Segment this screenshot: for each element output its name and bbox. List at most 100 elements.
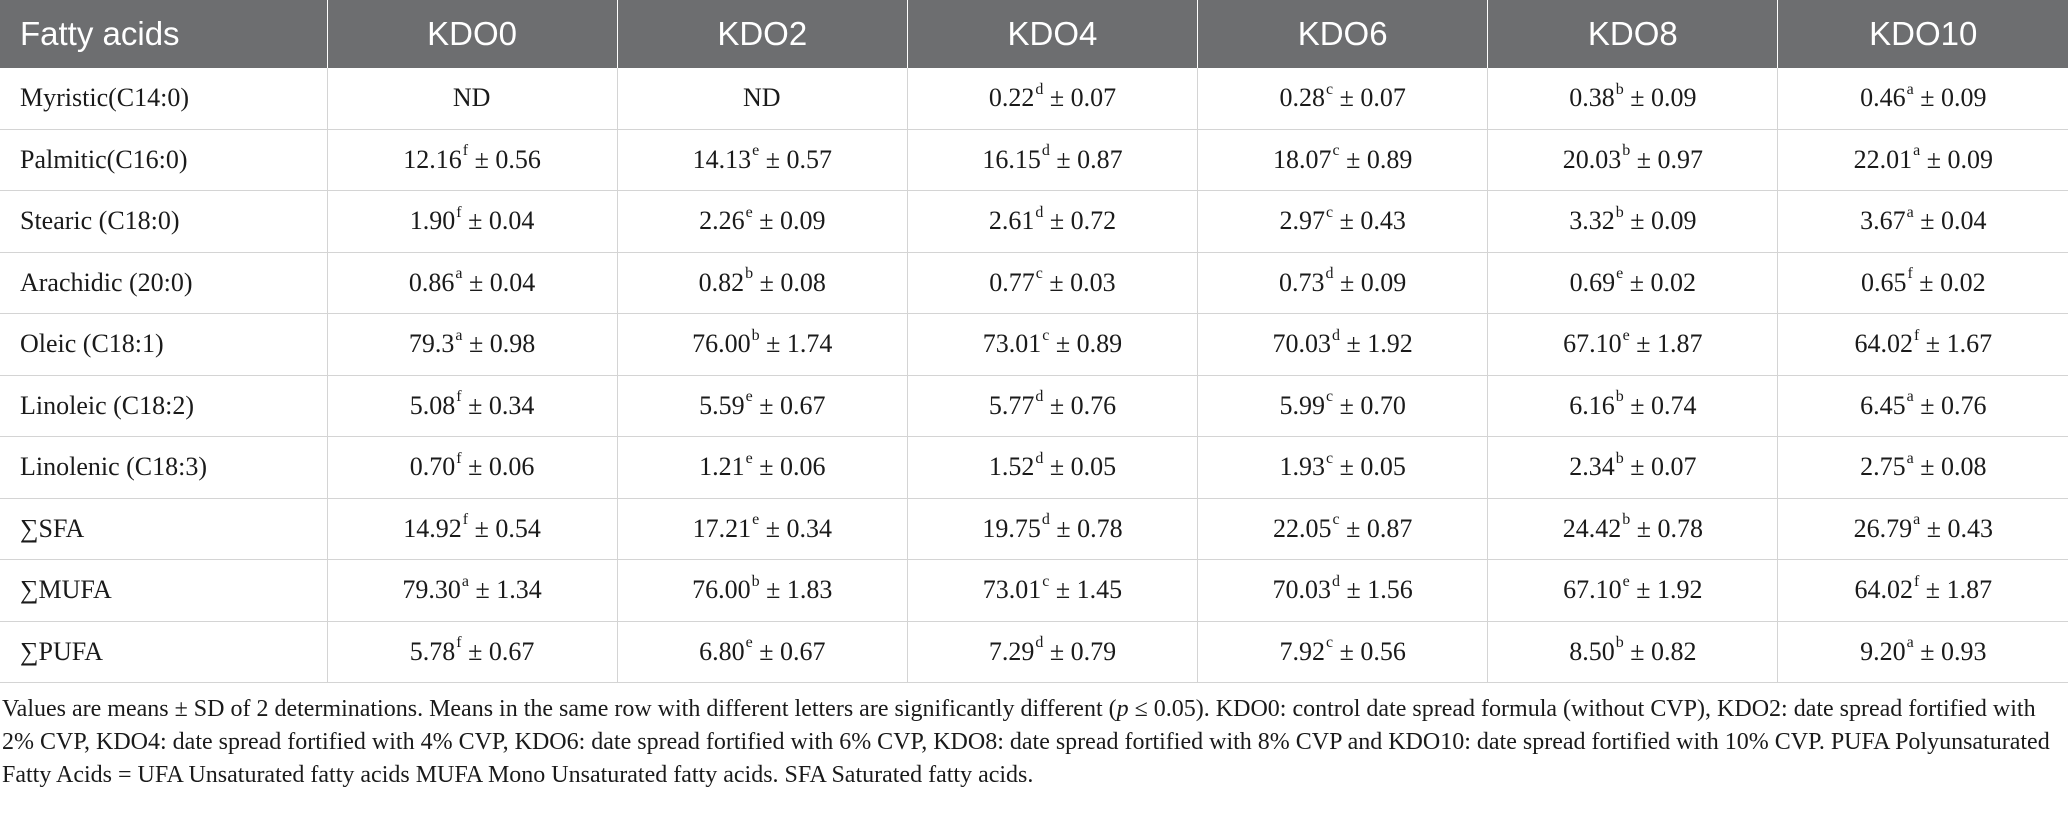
cell-significance-letter: b — [751, 326, 760, 344]
cell-mean: 0.28 — [1279, 83, 1325, 113]
cell-sd: ± 1.56 — [1340, 575, 1413, 605]
table-cell: 1.21e ± 0.06 — [616, 436, 908, 499]
cell-significance-letter: a — [1906, 634, 1914, 652]
cell-significance-letter: c — [1325, 203, 1334, 221]
table-row: Myristic(C14:0) ND ND 0.22d ± 0.07 0.28c ± 0… — [0, 68, 2068, 130]
cell-significance-letter: c — [1325, 634, 1334, 652]
table-cell: 5.59e ± 0.67 — [616, 375, 908, 437]
table-cell: 64.02f ± 1.87 — [1777, 559, 2068, 622]
cell-mean: 5.59 — [699, 390, 745, 420]
cell-significance-letter: f — [1907, 265, 1913, 283]
cell-mean: 76.00 — [692, 329, 751, 359]
cell-mean: 79.3 — [408, 329, 455, 359]
table-cell: 19.75d ± 0.78 — [906, 498, 1198, 560]
cell-significance-letter: a — [1913, 511, 1921, 529]
cell-significance-letter: a — [1906, 203, 1914, 221]
table-cell: 0.38b ± 0.09 — [1487, 68, 1778, 130]
cell-sd: ± 0.57 — [759, 144, 832, 174]
cell-mean: 5.08 — [409, 390, 456, 420]
row-label: ∑PUFA — [0, 621, 327, 683]
cell-significance-letter: e — [1616, 265, 1624, 283]
table-cell: 64.02f ± 1.67 — [1777, 313, 2068, 376]
cell-significance-letter: d — [1035, 634, 1044, 652]
cell-mean: 73.01 — [982, 575, 1042, 605]
cell-sd: ± 0.43 — [1920, 513, 1993, 543]
cell-significance-letter: c — [1325, 388, 1334, 406]
cell-sd: ± 1.67 — [1919, 329, 1993, 359]
cell-mean: 6.16 — [1569, 390, 1615, 420]
cell-significance-letter: c — [1042, 572, 1050, 590]
cell-significance-letter: e — [745, 388, 753, 406]
cell-mean: 8.50 — [1569, 636, 1615, 666]
header-kdo4: KDO4 — [906, 0, 1198, 68]
table-cell: 67.10e ± 1.87 — [1487, 313, 1778, 376]
footnote-part1: Values are means ± SD of 2 determination… — [2, 696, 1117, 722]
row-label: ∑MUFA — [0, 559, 327, 622]
cell-sd: ± 1.74 — [759, 329, 833, 359]
cell-significance-letter: c — [1332, 142, 1340, 160]
table-cell: 0.69e ± 0.02 — [1487, 252, 1778, 314]
cell-sd: ± 0.43 — [1333, 206, 1406, 236]
table-cell: 16.15d ± 0.87 — [906, 129, 1198, 191]
table-cell: 14.92f ± 0.54 — [326, 498, 618, 560]
row-label: Myristic(C14:0) — [0, 68, 327, 130]
cell-mean: 18.07 — [1272, 144, 1332, 174]
cell-significance-letter: b — [1615, 449, 1624, 467]
cell-mean: 1.90 — [409, 206, 456, 236]
cell-sd: ± 0.78 — [1049, 513, 1123, 543]
cell-mean: 0.38 — [1569, 83, 1615, 113]
table-cell: 0.28c ± 0.07 — [1197, 68, 1488, 130]
cell-sd: ± 0.78 — [1630, 513, 1703, 543]
cell-sd: ± 0.70 — [1333, 390, 1406, 420]
table-row: ∑MUFA 79.30a ± 1.34 76.00b ± 1.83 73.01c ± … — [0, 559, 2068, 622]
cell-sd: ± 0.06 — [752, 452, 826, 482]
cell-mean: 1.21 — [699, 452, 745, 482]
row-label: Linoleic (C18:2) — [0, 375, 327, 437]
cell-mean: 0.86 — [408, 267, 455, 297]
table-cell: 73.01c ± 1.45 — [906, 559, 1198, 622]
cell-sd: ± 0.89 — [1049, 329, 1123, 359]
cell-significance-letter: b — [1615, 203, 1624, 221]
cell-mean: 1.93 — [1279, 452, 1325, 482]
cell-mean: 2.34 — [1569, 452, 1615, 482]
cell-mean: 7.29 — [988, 636, 1035, 666]
cell-mean: ND — [743, 83, 781, 113]
table-cell: 2.34b ± 0.07 — [1487, 436, 1778, 499]
cell-significance-letter: a — [455, 326, 463, 344]
cell-significance-letter: e — [752, 511, 760, 529]
cell-sd: ± 0.87 — [1049, 144, 1123, 174]
cell-mean: 24.42 — [1562, 513, 1622, 543]
row-label: Oleic (C18:1) — [0, 313, 327, 376]
cell-mean: 3.67 — [1860, 206, 1906, 236]
table-cell: 5.77d ± 0.76 — [906, 375, 1198, 437]
table-cell: 24.42b ± 0.78 — [1487, 498, 1778, 560]
fatty-acid-table-container: Fatty acids KDO0 KDO2 KDO4 KDO6 KDO8 KDO… — [0, 0, 2068, 788]
row-label: Stearic (C18:0) — [0, 190, 327, 253]
cell-mean: 76.00 — [692, 575, 751, 605]
table-cell: ND — [326, 68, 618, 130]
table-cell: 6.16b ± 0.74 — [1487, 375, 1778, 437]
footnote-p: p — [1116, 696, 1129, 722]
cell-sd: ± 0.67 — [752, 636, 826, 666]
cell-mean: ND — [452, 83, 491, 113]
table-body: Myristic(C14:0) ND ND 0.22d ± 0.07 0.28c ± 0… — [0, 68, 2068, 683]
table-cell: 2.97c ± 0.43 — [1197, 190, 1488, 253]
header-kdo10: KDO10 — [1777, 0, 2068, 68]
cell-sd: ± 0.07 — [1043, 83, 1117, 113]
cell-sd: ± 0.56 — [1333, 636, 1406, 666]
table-row: Oleic (C18:1) 79.3a ± 0.98 76.00b ± 1.74 73… — [0, 313, 2068, 376]
table-cell: 17.21e ± 0.34 — [616, 498, 908, 560]
cell-significance-letter: b — [1615, 388, 1624, 406]
table-cell: 22.01a ± 0.09 — [1777, 129, 2068, 191]
table-cell: 5.08f ± 0.34 — [326, 375, 618, 437]
table-cell: 12.16f ± 0.56 — [326, 129, 618, 191]
table-cell: ND — [616, 68, 908, 130]
table-cell: 0.70f ± 0.06 — [326, 436, 618, 499]
cell-sd: ± 0.67 — [461, 636, 535, 666]
row-label: ∑SFA — [0, 498, 327, 560]
cell-significance-letter: d — [1035, 388, 1044, 406]
cell-mean: 22.05 — [1272, 513, 1332, 543]
cell-sd: ± 0.89 — [1339, 144, 1413, 174]
cell-sd: ± 1.45 — [1049, 575, 1123, 605]
cell-significance-letter: e — [752, 142, 760, 160]
